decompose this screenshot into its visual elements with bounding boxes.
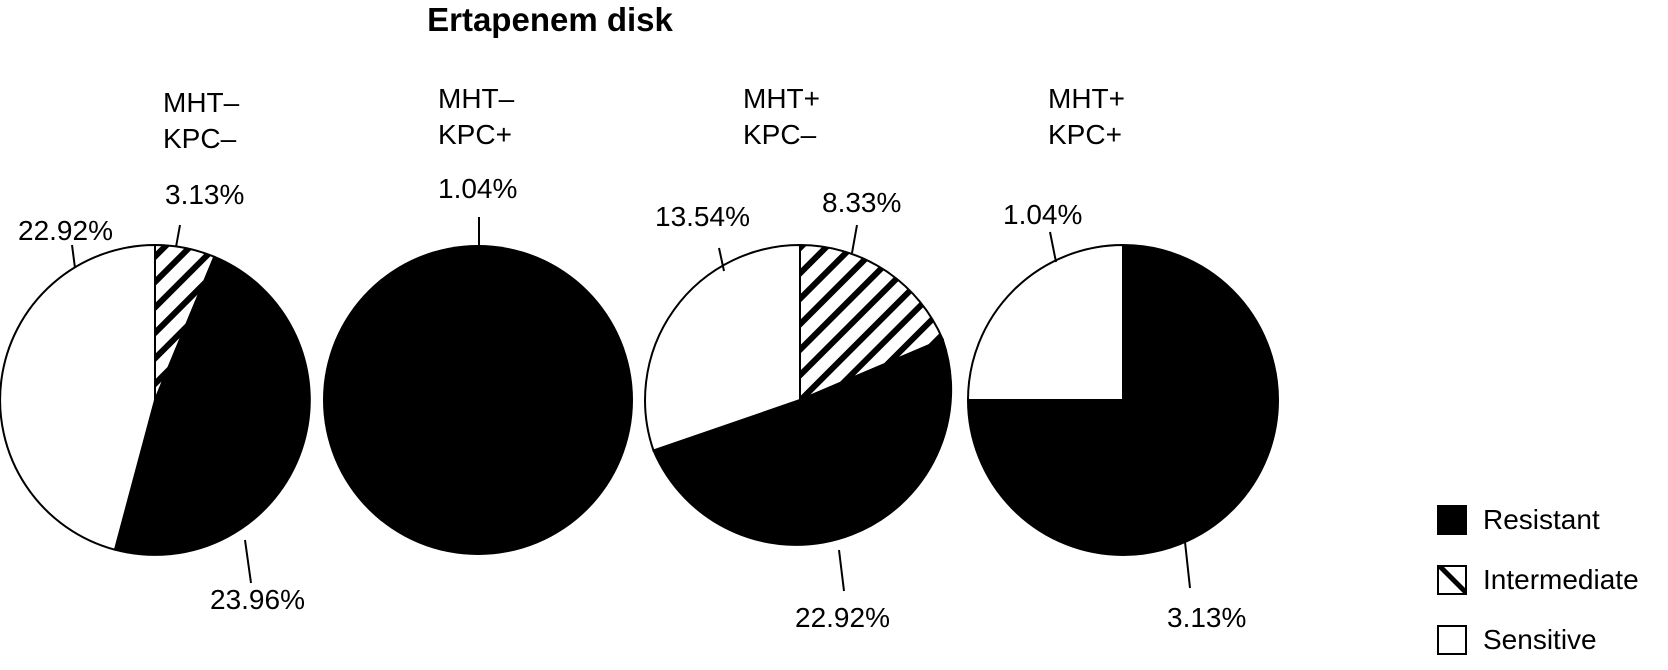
pie-3-label-line2: KPC– [743, 119, 817, 150]
chart-title: Ertapenem disk [427, 1, 673, 38]
slice-resistant [323, 245, 633, 555]
legend-label-sensitive: Sensitive [1483, 624, 1597, 655]
pie-4-label-line1: MHT+ [1048, 83, 1125, 114]
legend-item-sensitive: Sensitive [1437, 610, 1639, 670]
slice-resistant [113, 255, 311, 556]
pie-3-intermediate-value: 8.33% [822, 187, 901, 218]
pie-mht-pos-kpc-pos: MHT+ KPC+ 1.04% 3.13% [966, 83, 1279, 633]
sensitive-swatch-icon [1437, 625, 1467, 655]
pie-mht-pos-kpc-neg: MHT+ KPC– 8.33% 13.54% 22.92% [644, 83, 953, 633]
slice-sensitive [0, 243, 156, 551]
slice-sensitive [966, 243, 1124, 401]
legend-item-resistant: Resistant [1437, 490, 1639, 550]
pie-1-label-line1: MHT– [163, 87, 240, 118]
legend-label-resistant: Resistant [1483, 504, 1600, 535]
pie-3-sensitive-value: 13.54% [655, 201, 750, 232]
pie-4-label-line2: KPC+ [1048, 119, 1122, 150]
pie-mht-neg-kpc-neg: MHT– KPC– 3.13% 22.92% 23.96% [0, 87, 311, 615]
pie-2-label-line1: MHT– [438, 83, 515, 114]
slice-resistant [966, 243, 1279, 556]
resistant-swatch-icon [1437, 505, 1467, 535]
pie-4-resistant-value: 3.13% [1167, 602, 1246, 633]
pie-1-intermediate-value: 3.13% [165, 179, 244, 210]
pie-4-sensitive-value: 1.04% [1003, 199, 1082, 230]
slice-intermediate [799, 243, 945, 402]
pie-2-resistant-value: 1.04% [438, 173, 517, 204]
pie-1-label-line2: KPC– [163, 123, 237, 154]
legend: Resistant Intermediate Sensitive [1437, 490, 1639, 670]
pie-3-label-line1: MHT+ [743, 83, 820, 114]
intermediate-swatch-icon [1437, 565, 1467, 595]
pie-1-sensitive-value: 22.92% [18, 215, 113, 246]
pie-mht-neg-kpc-pos: MHT– KPC+ 1.04% [323, 83, 633, 555]
legend-item-intermediate: Intermediate [1437, 550, 1639, 610]
pie-1-resistant-value: 23.96% [210, 584, 305, 615]
slice-resistant [652, 338, 953, 546]
pie-3-resistant-value: 22.92% [795, 602, 890, 633]
legend-label-intermediate: Intermediate [1483, 564, 1639, 595]
pie-2-label-line2: KPC+ [438, 119, 512, 150]
slice-sensitive [644, 243, 801, 452]
